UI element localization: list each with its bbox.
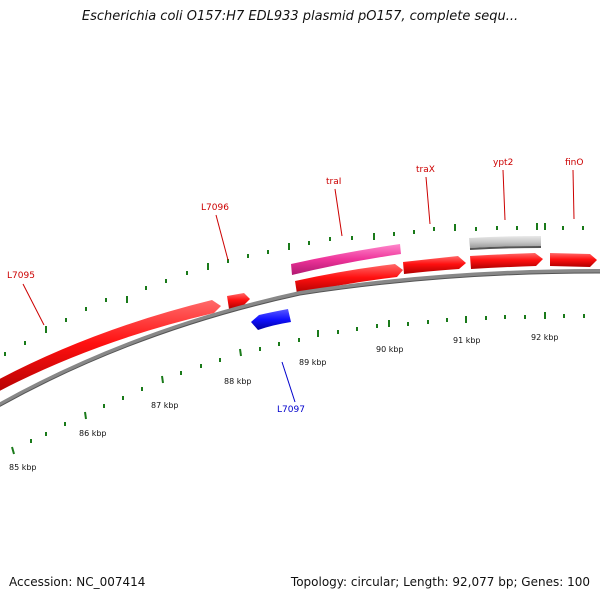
ruler-tick-track — [11, 312, 585, 455]
gene-arrow-trax — [403, 256, 466, 274]
ruler-label-85: 85 kbp — [9, 463, 37, 472]
accession-label: Accession: NC_007414 — [9, 575, 146, 589]
leader-line-l7097 — [281, 361, 296, 403]
forward-gene-track — [0, 253, 597, 391]
ruler-label-89: 89 kbp — [299, 358, 327, 367]
gene-arrow-l7095 — [0, 300, 221, 391]
ruler-label-90: 90 kbp — [376, 345, 404, 354]
leader-lines — [22, 169, 575, 326]
ruler-label-88: 88 kbp — [224, 377, 252, 386]
feature-pink-arc — [291, 244, 401, 275]
feature-gray-arc — [469, 236, 541, 248]
backbone-arc — [0, 268, 600, 407]
gene-label-l7096[interactable]: L7096 — [201, 203, 229, 213]
gene-label-l7095[interactable]: L7095 — [7, 271, 35, 281]
backbone-arc-shadow — [0, 272, 600, 407]
ruler-label-86: 86 kbp — [79, 429, 107, 438]
gene-label-ypt2[interactable]: ypt2 — [493, 158, 513, 168]
gene-label-trax[interactable]: traX — [416, 165, 435, 175]
gene-arrow-fino — [550, 253, 597, 267]
ruler-label-92: 92 kbp — [531, 333, 559, 342]
gene-arrow-l7097 — [251, 309, 291, 330]
gene-label-fino[interactable]: finO — [565, 158, 583, 168]
summary-label: Topology: circular; Length: 92,077 bp; G… — [290, 575, 590, 589]
map-title: Escherichia coli O157:H7 EDL933 plasmid … — [81, 9, 519, 24]
gene-arrow-ypt2 — [470, 253, 543, 269]
ruler-label-91: 91 kbp — [453, 336, 481, 345]
ruler-label-87: 87 kbp — [151, 401, 179, 410]
gene-label-l7097[interactable]: L7097 — [277, 405, 305, 415]
feature-gray-underline — [469, 246, 542, 250]
gene-arrow-trai — [295, 264, 403, 294]
gene-label-trai[interactable]: traI — [326, 177, 341, 187]
gene-arrow-l7096 — [227, 293, 250, 309]
